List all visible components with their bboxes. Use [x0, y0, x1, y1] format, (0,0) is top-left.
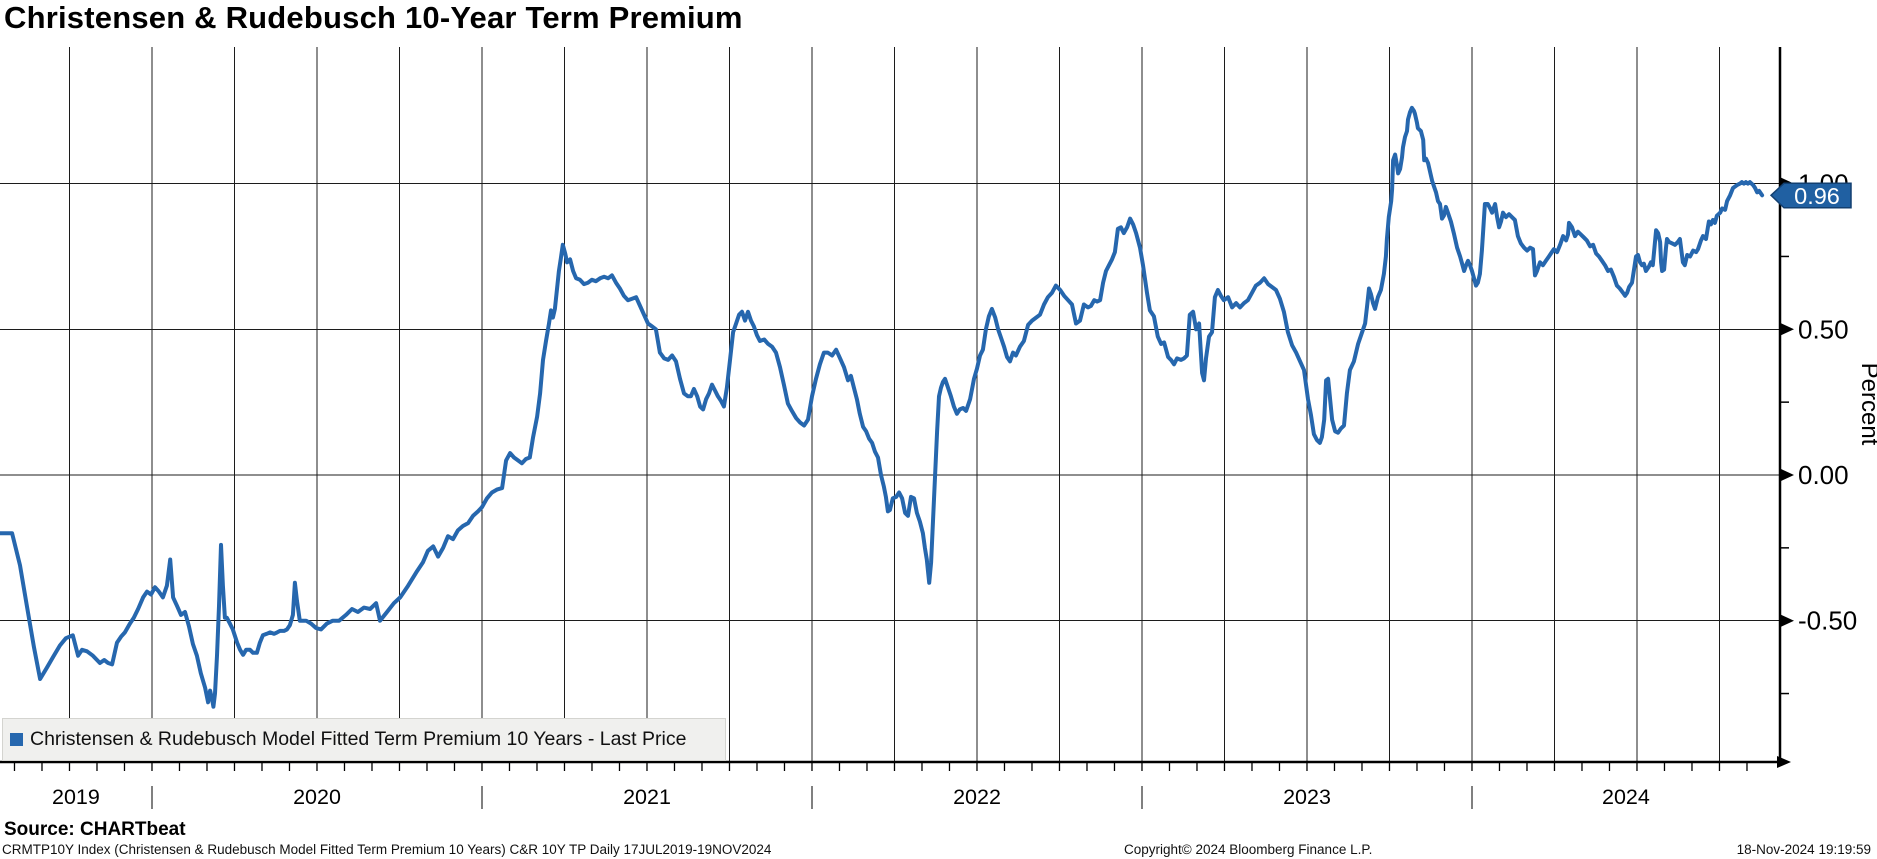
- footer: CRMTP10Y Index (Christensen & Rudebusch …: [2, 842, 1875, 858]
- x-tick-label: 2023: [1283, 785, 1331, 809]
- page-title: Christensen & Rudebusch 10-Year Term Pre…: [4, 0, 743, 35]
- x-minor-ticks: [13, 763, 1748, 771]
- y-tick-label: 0.50: [1798, 314, 1849, 344]
- y-axis-title: Percent: [1856, 363, 1877, 446]
- legend[interactable]: Christensen & Rudebusch Model Fitted Ter…: [2, 718, 726, 761]
- y-tick-arrow-icon: [1781, 469, 1794, 481]
- vertical-gridlines: [69, 47, 1720, 762]
- y-tick-arrow-icon: [1781, 614, 1794, 627]
- y-tick-label: 0.00: [1798, 460, 1849, 490]
- last-price-flag-shape: [1769, 182, 1852, 209]
- x-tick-label: 2020: [293, 785, 341, 809]
- x-tick-label: 2024: [1602, 785, 1650, 809]
- x-tick-label: 2022: [953, 785, 1001, 809]
- x-tick-label: 2019: [52, 785, 100, 809]
- y-tick-label: -0.50: [1798, 606, 1857, 636]
- security-description: CRMTP10Y Index (Christensen & Rudebusch …: [2, 842, 772, 857]
- legend-series-label: Christensen & Rudebusch Model Fitted Ter…: [30, 728, 687, 750]
- last-price-flag[interactable]: 0.96: [1769, 182, 1852, 209]
- source-label: Source: CHARTbeat: [4, 819, 186, 840]
- series-swatch-icon: [10, 733, 23, 746]
- render-timestamp: 18-Nov-2024 19:19:59: [1736, 842, 1871, 857]
- y-tick-arrow-icon: [1781, 323, 1794, 336]
- x-tick-label: 2021: [623, 785, 671, 809]
- horizontal-gridlines: [0, 183, 1780, 622]
- last-price-value: 0.96: [1794, 183, 1840, 209]
- series-line: [0, 105, 1765, 709]
- copyright-notice: Copyright© 2024 Bloomberg Finance L.P.: [1124, 842, 1373, 857]
